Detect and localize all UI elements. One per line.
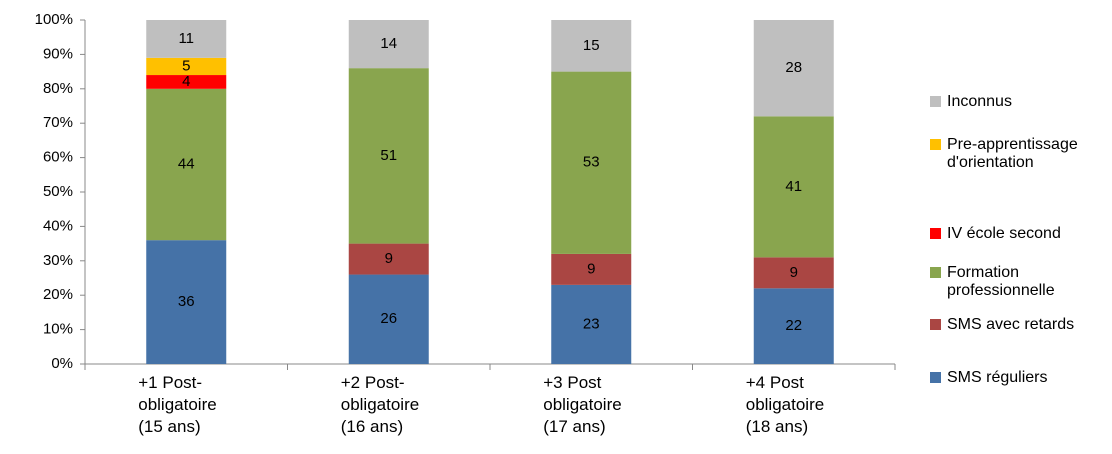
bar-segment (348, 243, 429, 275)
data-label: 41 (785, 178, 802, 195)
legend-label: Pre-apprentissage d'orientation (947, 136, 1078, 171)
data-label: 23 (583, 315, 600, 332)
bar-segment (348, 20, 429, 69)
y-tick-label: 40% (43, 217, 73, 234)
bar-segment (551, 284, 632, 364)
bar-segment (146, 20, 227, 58)
legend-swatch (930, 319, 941, 330)
y-tick-label: 0% (51, 355, 73, 372)
data-label: 15 (583, 37, 600, 54)
data-label: 14 (380, 35, 397, 52)
legend-swatch (930, 372, 941, 383)
x-tick-label: +4 Post obligatoire (18 ans) (745, 373, 825, 436)
data-label: 5 (182, 57, 190, 74)
legend-item: Formation professionnelle (930, 264, 1110, 300)
legend-label: IV école second (947, 225, 1061, 242)
x-tick-label: +3 Post obligatoire (17 ans) (543, 373, 622, 436)
legend-item: SMS réguliers (930, 369, 1110, 387)
legend-swatch (930, 228, 941, 239)
y-tick-label: 100% (35, 11, 73, 28)
bar-segment (551, 71, 632, 254)
legend-item: IV école second (930, 225, 1110, 243)
legend-swatch (930, 96, 941, 107)
data-label: 22 (785, 317, 802, 334)
data-label: 28 (785, 59, 802, 76)
y-tick-label: 30% (43, 252, 73, 269)
data-label: 53 (583, 154, 600, 171)
bar-segment (753, 116, 834, 258)
bar-segment (348, 68, 429, 244)
bar-segment (753, 20, 834, 117)
y-tick-label: 60% (43, 149, 73, 166)
bar-segment (146, 75, 227, 89)
y-tick-label: 90% (43, 45, 73, 62)
data-label: 4 (182, 73, 190, 90)
legend-label: SMS avec retards (947, 316, 1075, 333)
y-tick-label: 20% (43, 286, 73, 303)
bar-segment (551, 20, 632, 72)
bar-segment (753, 288, 834, 364)
data-label: 26 (380, 310, 397, 327)
legend-swatch (930, 139, 941, 150)
legend-label: Formation professionnelle (947, 264, 1055, 299)
y-tick-label: 10% (43, 321, 73, 338)
bar-segment (146, 240, 227, 364)
bar-segment (146, 57, 227, 76)
data-label: 36 (178, 293, 195, 310)
data-label: 9 (587, 260, 595, 277)
y-tick-label: 70% (43, 114, 73, 131)
legend-item: SMS avec retards (930, 316, 1110, 334)
y-tick-label: 80% (43, 80, 73, 97)
legend-label: SMS réguliers (947, 369, 1048, 386)
data-label: 51 (380, 147, 397, 164)
legend-swatch (930, 267, 941, 278)
x-tick-label: +1 Post- obligatoire (15 ans) (138, 373, 217, 436)
bar-segment (146, 88, 227, 241)
bar-segment (348, 274, 429, 364)
bar-segment (753, 257, 834, 289)
bar-segment (551, 253, 632, 285)
legend-item: Pre-apprentissage d'orientation (930, 136, 1110, 172)
data-label: 9 (385, 250, 393, 267)
y-tick-label: 50% (43, 183, 73, 200)
data-label: 9 (790, 264, 798, 281)
data-label: 11 (178, 30, 194, 47)
x-tick-label: +2 Post- obligatoire (16 ans) (340, 373, 420, 436)
data-label: 44 (178, 155, 195, 172)
legend-item: Inconnus (930, 93, 1110, 111)
legend-label: Inconnus (947, 93, 1012, 110)
